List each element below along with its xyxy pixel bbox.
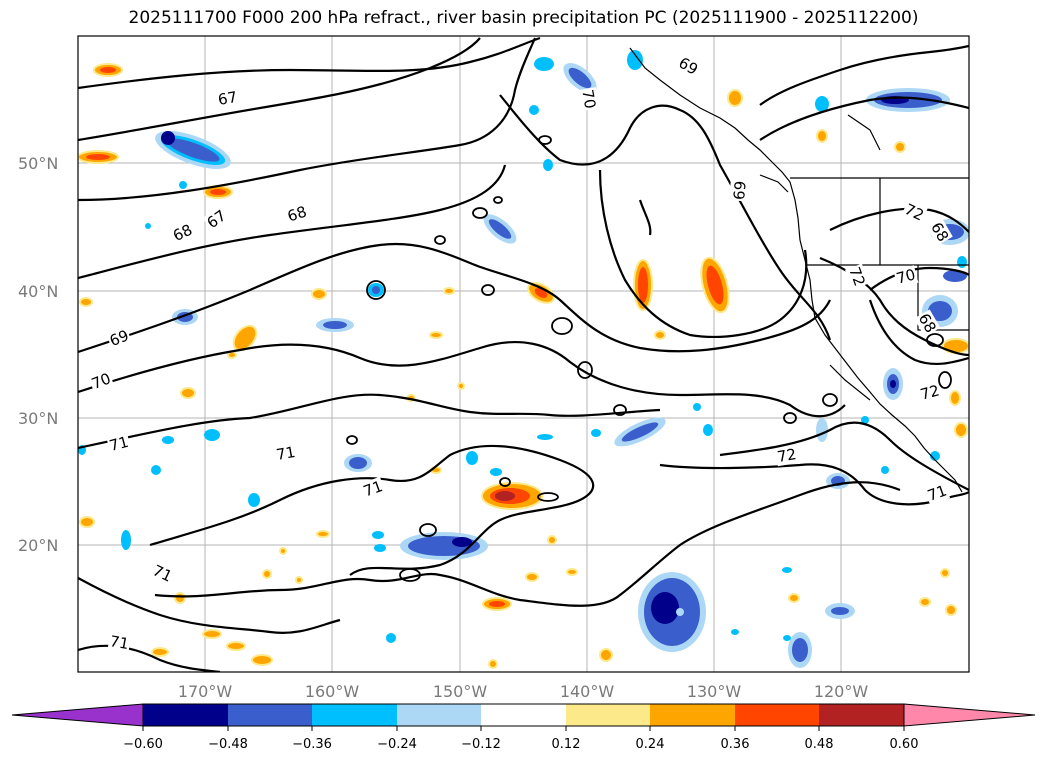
lon-label-140w: 140°W <box>560 682 615 701</box>
contour-label: 72 <box>845 265 868 289</box>
colorbar-extend-low <box>11 703 144 727</box>
contour-label: 72 <box>918 381 941 403</box>
contour-label-halo <box>917 381 943 405</box>
contour-label: 67 <box>217 88 239 109</box>
lon-label-130w: 130°W <box>687 682 742 701</box>
contour-label-halo <box>844 263 870 290</box>
contour-label: 72 <box>776 445 798 466</box>
colorbar-segment <box>819 704 904 726</box>
contour-label: 71 <box>275 443 297 464</box>
map-frame <box>77 35 970 673</box>
contour-label-halo <box>202 205 231 233</box>
lon-label-120w: 120°W <box>814 682 869 701</box>
precip-blobs <box>78 50 969 669</box>
colorbar-tick-label: −0.12 <box>461 737 501 752</box>
contour-label-halo <box>88 368 115 394</box>
colorbar-segment <box>228 704 312 726</box>
contour-label: 70 <box>578 88 599 110</box>
coastlines <box>629 47 969 493</box>
colorbar-segment <box>143 704 228 726</box>
colorbar-outline <box>142 703 905 727</box>
colorbar-tick-label: −0.48 <box>208 737 248 752</box>
map-title: 2025111700 F000 200 hPa refract., river … <box>128 8 919 28</box>
colorbar-segment <box>481 704 566 726</box>
contour-label: 71 <box>925 481 949 504</box>
colorbar-segment <box>397 704 481 726</box>
contour-label-halo <box>215 87 240 110</box>
colorbar-tick-label: 0.12 <box>552 737 581 752</box>
lon-label-150w: 150°W <box>433 682 488 701</box>
colorbar-tick-label: 0.48 <box>805 737 834 752</box>
colorbar-tick-label: 0.24 <box>636 737 665 752</box>
colorbar-tick-label: −0.60 <box>123 737 163 752</box>
contour-label: 69 <box>729 180 749 201</box>
contour-label-halo <box>169 220 196 246</box>
colorbar-extend-high <box>903 703 1036 727</box>
lon-label-160w: 160°W <box>305 682 360 701</box>
contour-label: 71 <box>107 433 130 455</box>
contour-label-halo <box>774 444 799 467</box>
refractivity-contours <box>78 36 969 672</box>
contour-label-halo <box>273 442 298 465</box>
lat-label-30n: 30°N <box>18 409 58 428</box>
contour-label-halo <box>924 481 951 506</box>
contour-label: 71 <box>361 477 385 500</box>
lat-label-20n: 20°N <box>18 536 58 555</box>
colorbar-tick-label: 0.36 <box>721 737 750 752</box>
contour-label-halo <box>149 560 176 587</box>
contour-label-halo <box>360 476 387 501</box>
latitude-labels: 50°N 40°N 30°N 20°N <box>18 154 58 555</box>
map-panel <box>78 36 969 672</box>
colorbar-tick-label: −0.24 <box>377 737 417 752</box>
colorbar-tick-label: 0.60 <box>890 737 919 752</box>
contour-label: 70 <box>89 369 113 393</box>
colorbar: −0.60 −0.48 −0.36 −0.24 −0.12 0.12 0.24 … <box>11 703 1036 752</box>
contour-label-halo <box>106 325 133 351</box>
contour-label-halo <box>729 178 749 202</box>
contour-label-halo <box>926 218 953 246</box>
positive-anomaly-blobs <box>78 63 969 669</box>
colorbar-segment <box>650 704 735 726</box>
colorbar-segment <box>312 704 397 726</box>
lat-label-50n: 50°N <box>18 154 58 173</box>
contour-label: 70 <box>894 265 917 287</box>
contour-label: 68 <box>285 203 309 226</box>
contour-label-halo <box>900 199 928 225</box>
contour-islands <box>346 135 952 582</box>
contour-label-halo <box>107 631 132 654</box>
lon-label-170w: 170°W <box>178 682 233 701</box>
contour-label: 69 <box>107 326 131 350</box>
contour-label: 71 <box>108 632 130 653</box>
contour-label-halo <box>893 265 919 289</box>
contour-label-halo <box>578 87 600 112</box>
lat-label-40n: 40°N <box>18 282 58 301</box>
contour-label-halo <box>284 202 310 226</box>
contour-labels: 67 68 68 67 69 70 71 71 71 71 71 69 70 6… <box>88 53 953 654</box>
contour-label-halo <box>674 53 702 80</box>
gridlines <box>78 36 969 672</box>
colorbar-segment <box>735 704 819 726</box>
contour-label-halo <box>914 309 941 337</box>
longitude-labels: 170°W 160°W 150°W 140°W 130°W 120°W <box>178 682 869 701</box>
negative-anomaly-blobs <box>78 50 969 668</box>
colorbar-tick-label: −0.36 <box>292 737 332 752</box>
contour-label-halo <box>106 432 132 456</box>
colorbar-segment <box>566 704 650 726</box>
